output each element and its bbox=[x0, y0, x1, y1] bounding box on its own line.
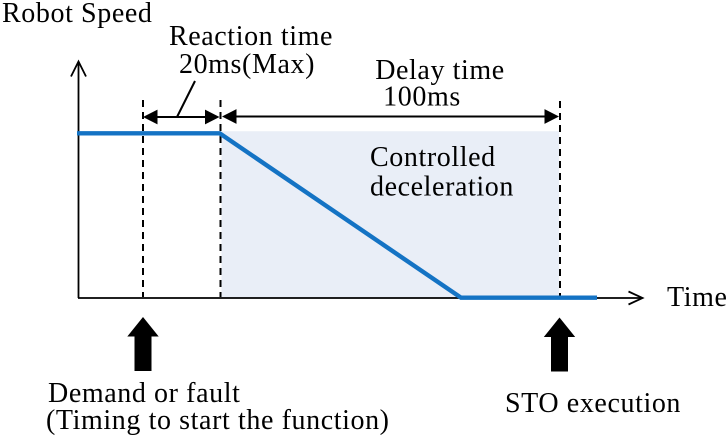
svg-text:100ms: 100ms bbox=[383, 82, 461, 113]
svg-text:Demand or fault: Demand or fault bbox=[48, 378, 241, 409]
svg-text:Time: Time bbox=[667, 282, 728, 313]
svg-text:Robot Speed: Robot Speed bbox=[2, 0, 152, 29]
svg-text:Delay time: Delay time bbox=[375, 55, 505, 86]
svg-text:STO execution: STO execution bbox=[505, 388, 681, 419]
svg-text:Reaction time: Reaction time bbox=[169, 21, 333, 52]
svg-text:Controlled: Controlled bbox=[370, 142, 496, 173]
svg-text:deceleration: deceleration bbox=[370, 172, 514, 203]
svg-text:20ms(Max): 20ms(Max) bbox=[179, 49, 315, 80]
svg-text:(Timing to start the function): (Timing to start the function) bbox=[46, 405, 390, 436]
